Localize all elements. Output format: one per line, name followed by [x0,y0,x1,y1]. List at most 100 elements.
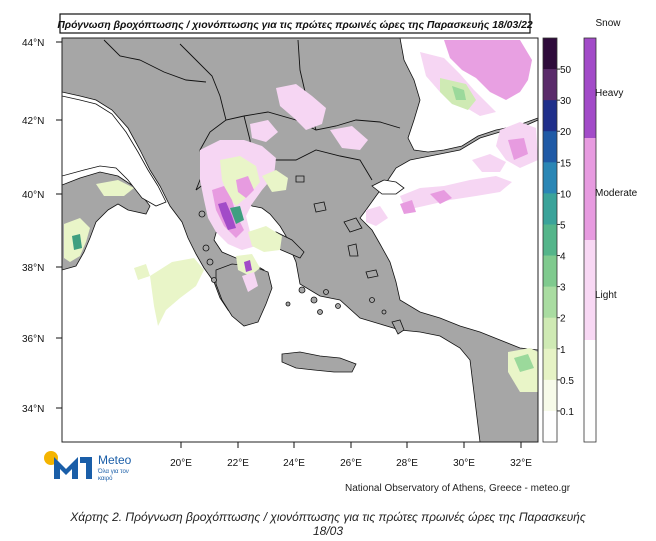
ionian-island [198,210,206,218]
snow-label-light: Light [595,290,617,301]
ionian-island [206,258,214,266]
rain-legend-label: 0.5 [560,376,574,387]
rain-legend-label: 4 [560,252,566,263]
figure-caption: Χάρτης 2. Πρόγνωση βροχόπτωσης / χιονόπτ… [0,510,656,538]
rain-legend-swatch [543,410,557,443]
rain-area-light [150,258,204,326]
rhodes-island [391,319,405,335]
meteo-logo-icon [44,451,92,479]
lon-label: 28°E [396,458,418,469]
snow-area-moderate [236,176,254,198]
longitude-axis: 20°E 22°E 24°E 26°E 28°E 30°E 32°E [170,442,532,469]
lat-label: 42°N [22,116,44,127]
ionian-island [202,244,210,252]
rain-legend-swatch [543,317,557,350]
rain-area-light [134,264,150,280]
rain-area-mid [230,206,244,224]
snow-area-light [400,176,512,210]
marmara-sea [371,179,405,195]
rain-area-mid [72,234,82,250]
rain-legend-frame [542,37,558,443]
snow-area-moderate [508,138,528,160]
map-title: Πρόγνωση βροχόπτωσης / χιονόπτωσης για τ… [57,20,533,31]
source-credit: National Observatory of Athens, Greece -… [345,483,571,494]
balkan-border [179,43,227,121]
rain-area-light [248,226,282,252]
lon-label: 30°E [453,458,475,469]
rain-legend-swatch [543,255,557,288]
rain-legend-label: 5 [560,220,566,231]
samos-island [365,269,379,279]
rain-legend-swatch [543,224,557,257]
rain-legend-swatch [543,162,557,194]
balkan-border [139,59,207,83]
rain-area-light [96,180,134,196]
map-frame [61,37,539,443]
rain-legend-label: 10 [560,189,572,200]
rain-legend-label: 0.1 [560,407,574,418]
rain-legend-swatch [543,38,557,70]
rain-legend-label: 30 [560,96,572,107]
meteo-logo-word: Meteo [98,453,132,467]
lon-label: 22°E [227,458,249,469]
cyclades-island [323,289,329,295]
snow-area-light [366,206,388,226]
snow-area-moderate [430,190,452,204]
snow-legend: Snow Heavy Moderate Light [583,18,638,443]
rain-area-light [262,170,288,192]
rain-legend-label: 15 [560,158,572,169]
snow-legend-title: Snow [595,18,621,29]
lon-label: 24°E [283,458,305,469]
snow-label-moderate: Moderate [595,188,638,199]
rain-area-mid [452,86,466,100]
lon-label: 20°E [170,458,192,469]
rain-legend: 50 30 20 15 10 5 4 3 2 1 0.5 0.1 [542,37,574,443]
adriatic-sea [62,95,167,207]
lat-label: 36°N [22,334,44,345]
dodecanese-island [369,297,375,303]
snow-area-moderate [400,200,416,214]
caption-line-1: Χάρτης 2. Πρόγνωση βροχόπτωσης / χιονόπτ… [70,510,586,524]
lat-label: 44°N [22,38,44,49]
rain-legend-swatch [543,286,557,319]
precipitation-layer [64,40,538,392]
rain-legend-swatch [543,379,557,412]
balkan-border [243,111,401,131]
rain-legend-label: 2 [560,314,566,325]
lon-label: 26°E [340,458,362,469]
snow-legend-frame [583,37,597,443]
thasos-island [295,175,305,183]
rain-legend-label: 50 [560,65,572,76]
rain-legend-swatch [543,131,557,163]
cyclades-island [298,286,306,294]
rain-legend-swatches [543,38,557,443]
meteo-logo-tagline: Όλα για τον καιρό [98,469,129,482]
lat-label: 38°N [22,263,44,274]
rain-legend-swatch [543,69,557,101]
rain-legend-label: 3 [560,283,566,294]
lat-label: 34°N [22,404,44,415]
rain-legend-label: 1 [560,345,566,356]
latitude-axis: 44°N 42°N 40°N 38°N 36°N 34°N [22,38,62,415]
rain-legend-swatch [543,193,557,225]
snow-area-moderate [244,260,252,272]
ionian-island [211,277,217,283]
rain-legend-swatch [543,348,557,381]
snow-label-heavy: Heavy [595,88,623,99]
lat-label: 40°N [22,190,44,201]
snow-swatch-heavy [584,38,596,138]
rain-legend-labels: 50 30 20 15 10 5 4 3 2 1 0.5 0.1 [557,65,574,418]
snow-swatch-none [584,340,596,442]
cyclades-island [317,309,323,315]
dodecanese-island [381,309,387,315]
rain-legend-label: 20 [560,127,572,138]
chios-island [347,243,359,257]
snow-area-light [330,126,368,150]
snow-area-light [250,120,278,142]
map-panel [62,38,538,442]
rain-legend-swatch [543,100,557,132]
title-box [59,13,531,34]
cyclades-island [335,303,341,309]
caption-line-2: 18/03 [312,524,344,538]
